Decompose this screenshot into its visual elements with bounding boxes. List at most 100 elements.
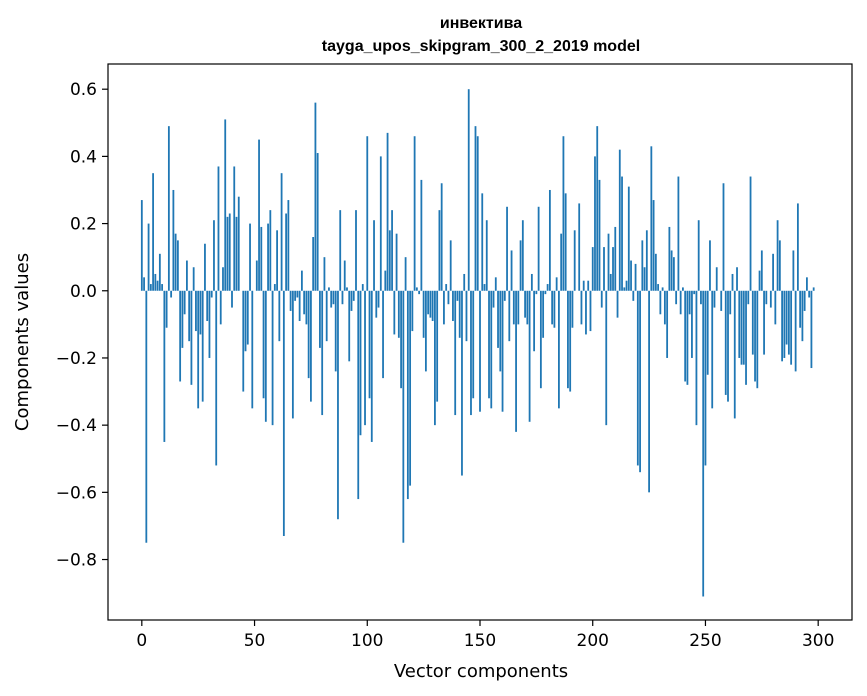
bar — [785, 290, 788, 345]
bar — [677, 176, 680, 291]
x-tick-label: 150 — [464, 631, 496, 651]
bar — [682, 287, 684, 291]
bar — [233, 166, 236, 291]
bar — [186, 260, 188, 291]
bar — [537, 206, 540, 291]
bar — [300, 270, 303, 291]
bar — [438, 210, 441, 291]
bar — [379, 156, 382, 291]
bar — [704, 290, 707, 466]
bar — [526, 290, 529, 325]
bar — [747, 290, 750, 305]
bar — [517, 290, 520, 325]
bar — [395, 233, 398, 291]
bar — [350, 290, 353, 311]
bar — [269, 210, 272, 291]
bar — [632, 290, 635, 301]
x-tick-label: 0 — [136, 631, 147, 651]
bar — [465, 290, 468, 342]
bar — [463, 273, 466, 291]
bar — [715, 267, 718, 291]
bar — [294, 290, 297, 301]
bar — [630, 260, 632, 291]
bar — [291, 290, 294, 419]
bar — [781, 290, 784, 362]
bar — [176, 240, 179, 291]
bar — [609, 273, 612, 291]
bar — [431, 290, 434, 322]
bar — [346, 287, 348, 291]
bar — [332, 290, 335, 305]
y-tick-label: −0.8 — [56, 551, 97, 571]
bar — [774, 290, 777, 325]
bar — [181, 290, 184, 348]
bar — [763, 290, 765, 355]
bar — [400, 290, 402, 389]
bar — [183, 290, 186, 315]
bar — [702, 290, 705, 597]
x-tick-label: 250 — [689, 631, 721, 651]
bar — [808, 290, 811, 298]
y-tick-label: 0.4 — [70, 147, 97, 167]
bar — [147, 223, 150, 291]
bar — [740, 290, 743, 365]
bar — [357, 290, 360, 500]
bar — [596, 126, 599, 291]
chart-subtitle: tayga_upos_skipgram_300_2_2019 model — [322, 38, 640, 55]
bar — [760, 250, 763, 291]
bar — [192, 267, 195, 291]
bar — [548, 189, 551, 291]
bar — [413, 136, 416, 291]
bar — [666, 290, 669, 358]
bar — [776, 220, 779, 291]
bar — [675, 290, 678, 305]
bar — [481, 193, 484, 291]
bar — [812, 287, 815, 291]
bar — [237, 196, 240, 291]
bar — [341, 290, 344, 305]
y-tick-label: −0.2 — [56, 349, 97, 369]
bar — [506, 206, 508, 291]
bar — [377, 290, 380, 308]
bar — [589, 290, 592, 332]
bar — [424, 290, 427, 372]
bar — [172, 189, 175, 291]
bar — [355, 210, 357, 291]
bar — [645, 230, 648, 291]
bar — [470, 290, 472, 416]
bar — [772, 253, 774, 291]
y-tick-label: −0.6 — [56, 483, 97, 503]
bar — [296, 290, 299, 298]
bar — [222, 267, 224, 291]
bar — [224, 119, 227, 291]
bar — [625, 280, 628, 291]
bar — [190, 290, 193, 385]
bar — [174, 233, 177, 291]
bar — [736, 267, 738, 291]
bar — [145, 290, 148, 543]
bar — [749, 176, 752, 291]
bar — [361, 284, 364, 291]
bar — [278, 290, 281, 342]
bar — [490, 290, 493, 409]
x-tick-label: 100 — [351, 631, 383, 651]
bar — [312, 237, 315, 291]
bar — [388, 230, 391, 291]
bar — [170, 290, 173, 298]
chart-title: инвектива — [440, 15, 522, 32]
bar — [801, 290, 804, 342]
bar — [758, 270, 761, 291]
bar — [267, 223, 269, 291]
bar — [235, 216, 238, 291]
bar — [573, 230, 576, 291]
y-tick-label: 0.0 — [70, 282, 97, 302]
bar — [519, 240, 522, 291]
bar — [404, 257, 407, 291]
bar — [796, 203, 799, 291]
bar — [206, 290, 209, 322]
bar — [217, 166, 220, 291]
bar — [555, 277, 558, 291]
bar — [697, 220, 700, 291]
bar — [806, 277, 808, 291]
